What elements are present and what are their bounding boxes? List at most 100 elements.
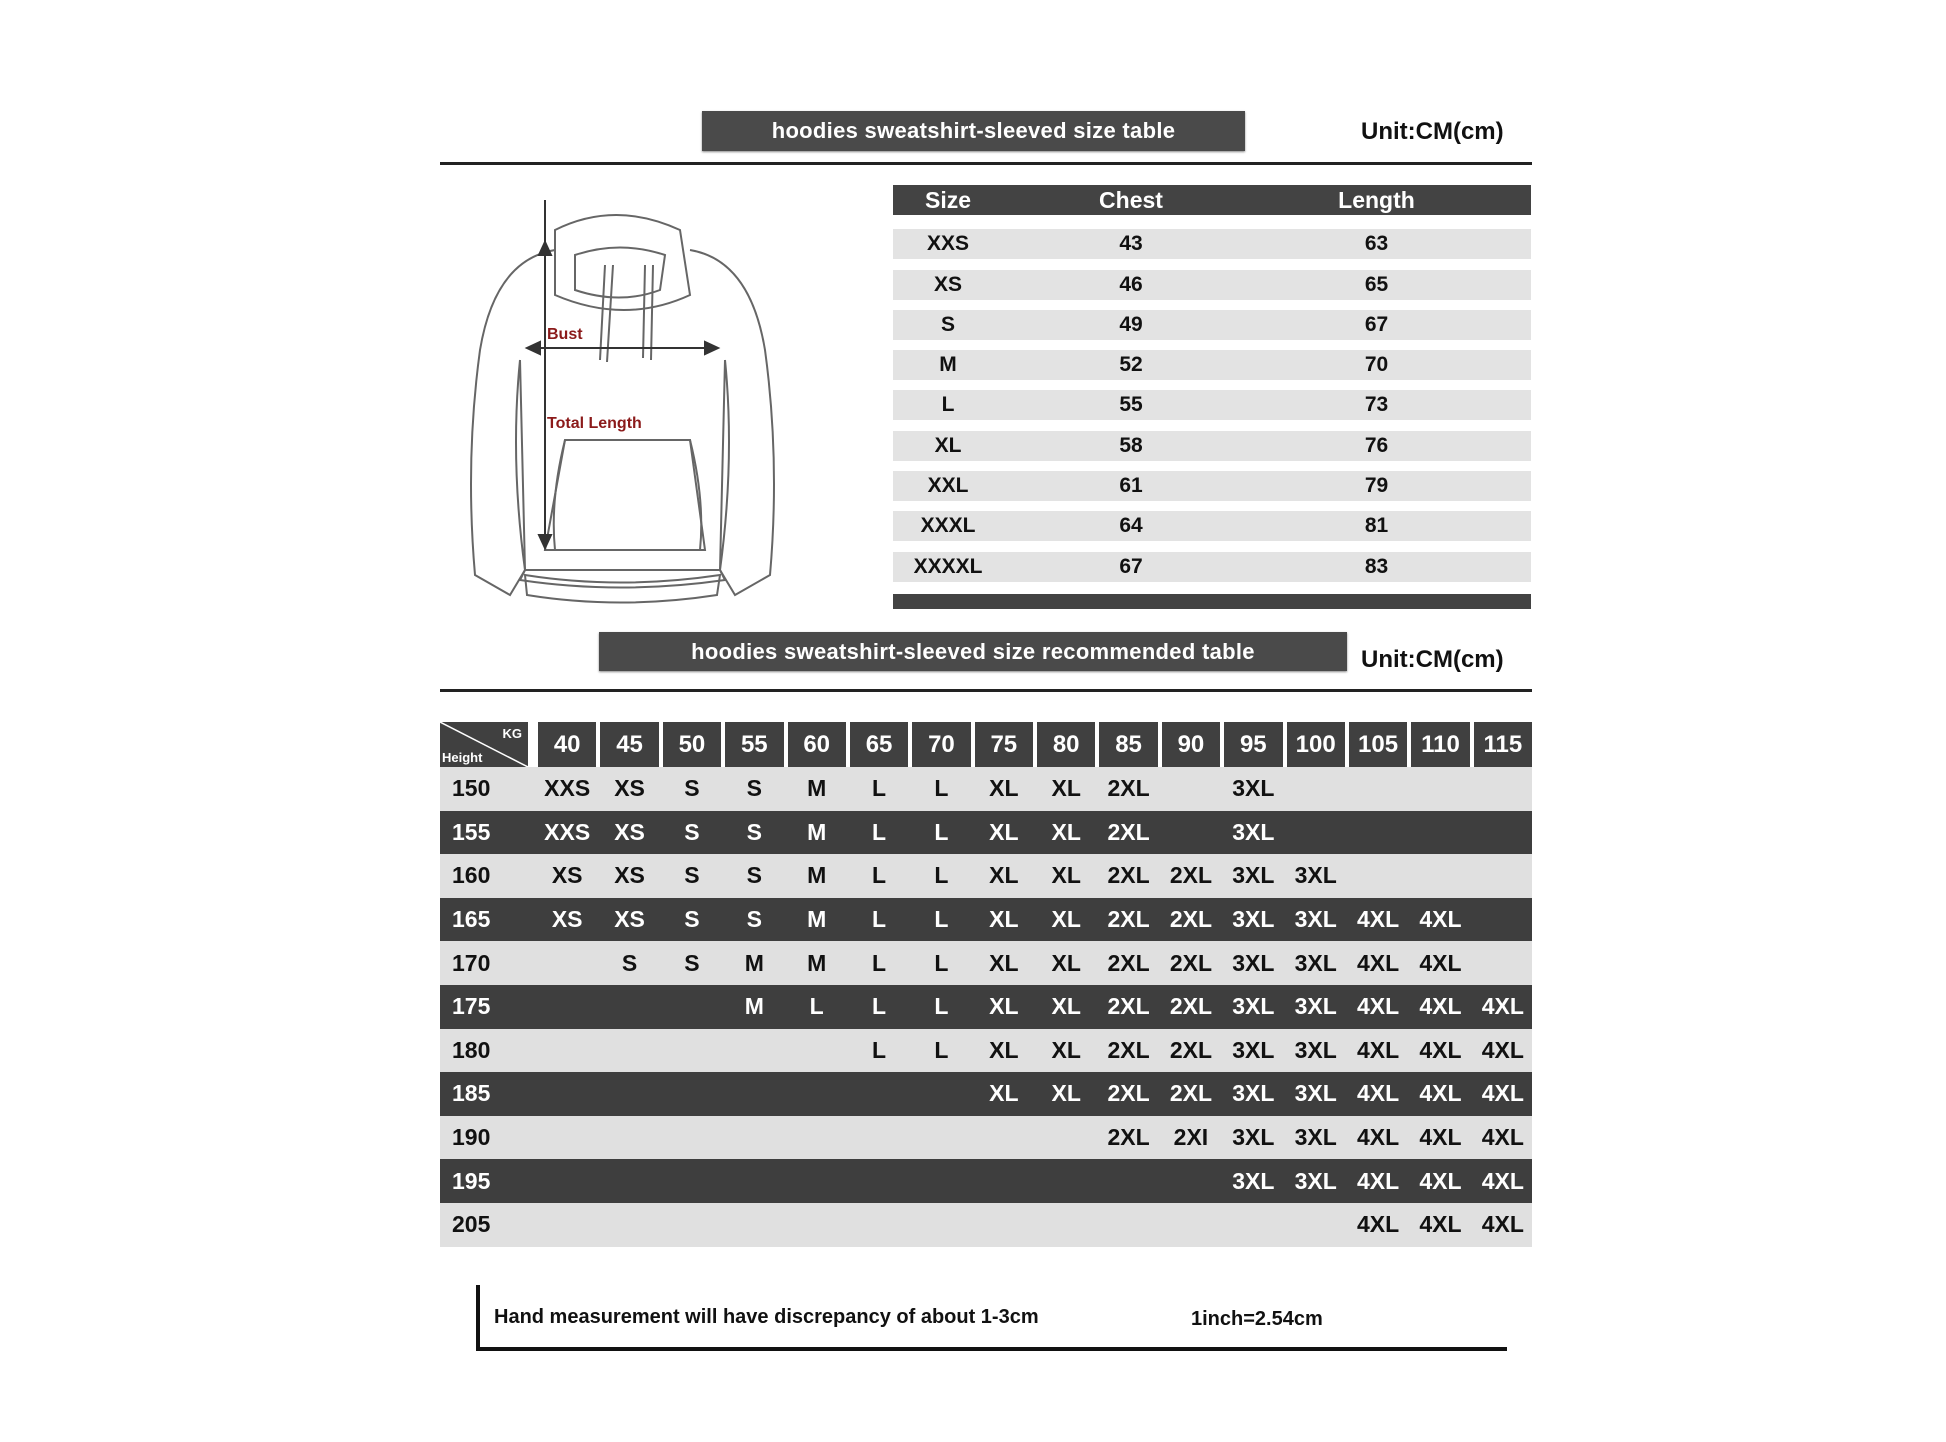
size-cell: L <box>934 906 949 933</box>
recommended-row: 190 2XL 2XI 3XL 3XL 4XL 4XL 4XL <box>440 1115 1532 1160</box>
size-cell: XS <box>551 906 583 933</box>
size-cell: S <box>684 775 700 802</box>
weight-header: 65 <box>849 722 909 767</box>
cell-chest: 55 <box>1119 393 1143 417</box>
weight-header: 80 <box>1037 722 1096 767</box>
recommended-row: 170 S S M M L L XL XL 2XL 2XL 3XL 3XL 4XL 4XL <box>440 941 1532 985</box>
size-cell: M <box>807 906 827 933</box>
height-label: 170 <box>452 949 491 976</box>
size-cell: 2XL <box>1169 993 1213 1020</box>
recommended-table-header: KG Height 40 45 50 55 60 65 70 75 80 85 90 95 100 105… <box>440 722 1532 767</box>
size-cell: 3XL <box>1232 818 1275 845</box>
size-cell: M <box>744 993 764 1020</box>
size-cell: 2XL <box>1107 775 1150 802</box>
cell-length: 83 <box>1364 554 1389 578</box>
weight-header: 50 <box>662 722 722 767</box>
cell-chest: 49 <box>1119 312 1143 336</box>
size-cell: 2XL <box>1107 1036 1150 1063</box>
size-cell: L <box>872 1036 887 1063</box>
measurement-note: Hand measurement will have discrepancy o… <box>494 1306 1039 1328</box>
cell-size: XXL <box>927 474 969 498</box>
size-cell: S <box>746 818 762 845</box>
cell-chest: 64 <box>1119 514 1143 538</box>
size-cell: 4XL <box>1481 993 1524 1020</box>
size-cell: 4XL <box>1419 906 1462 933</box>
size-cell: XS <box>614 906 645 933</box>
height-label: 160 <box>452 862 491 889</box>
size-table-row: S 49 67 <box>893 309 1531 340</box>
size-cell: L <box>872 862 887 889</box>
weight-header: 95 <box>1224 722 1283 767</box>
size-cell: 2XL <box>1107 862 1150 889</box>
hoodie-diagram: Bust Total Length <box>455 200 790 605</box>
recommended-row: 195 3XL 3XL 4XL 4XL 4XL <box>440 1159 1532 1203</box>
size-cell: M <box>744 949 764 976</box>
size-cell: 4XL <box>1419 949 1462 976</box>
size-table-row: XL 58 76 <box>893 430 1531 461</box>
cell-size: XS <box>933 272 962 296</box>
size-cell: 4XL <box>1419 1124 1462 1151</box>
weight-header: 100 <box>1286 722 1345 767</box>
height-label: 180 <box>452 1036 491 1063</box>
recommended-row: 175 M L L L XL XL 2XL 2XL 3XL 3XL 4XL 4XL 4XL <box>440 984 1532 1029</box>
size-cell: 2XL <box>1169 1080 1213 1107</box>
size-cell: 2XI <box>1173 1124 1209 1151</box>
size-cell: 2XL <box>1107 906 1150 933</box>
size-cell: S <box>684 906 700 933</box>
recommended-row: 185 XL XL 2XL 2XL 3XL 3XL 4XL 4XL 4XL <box>440 1072 1532 1116</box>
size-cell: L <box>934 818 949 845</box>
cell-size: L <box>941 393 955 417</box>
size-cell: 3XL <box>1232 775 1275 802</box>
size-table-header: Size Chest Length <box>893 185 1531 215</box>
size-table-row: XXL 61 79 <box>893 471 1531 502</box>
cell-size: M <box>939 353 957 377</box>
size-cell: 4XL <box>1356 1167 1400 1194</box>
weight-header: 75 <box>974 722 1033 767</box>
cell-size: XXXL <box>920 514 976 538</box>
size-cell: 4XL <box>1356 1211 1400 1238</box>
cell-chest: 67 <box>1119 554 1143 578</box>
height-label: 175 <box>452 993 491 1020</box>
size-cell: 3XL <box>1294 862 1337 889</box>
size-cell: 4XL <box>1481 1080 1524 1107</box>
size-cell: 4XL <box>1356 949 1400 976</box>
recommended-row: 160 XS XS S S M L L XL XL 2XL 2XL 3XL 3XL <box>440 854 1532 898</box>
size-cell: XS <box>614 862 645 889</box>
cell-length: 81 <box>1364 514 1389 538</box>
header-size: Size <box>924 186 972 213</box>
size-cell: 3XL <box>1232 949 1275 976</box>
weight-header: 55 <box>725 722 784 767</box>
size-cell: 3XL <box>1232 906 1275 933</box>
size-cell: 3XL <box>1294 993 1337 1020</box>
size-cell: 4XL <box>1356 1124 1400 1151</box>
total-length-label: Total Length <box>547 415 642 432</box>
size-cell: 2XL <box>1169 906 1213 933</box>
size-cell: XL <box>989 993 1019 1020</box>
weight-header: 115 <box>1473 722 1532 767</box>
size-cell: L <box>872 818 887 845</box>
corner-cell: KG Height <box>440 722 528 767</box>
size-cell: 3XL <box>1232 862 1275 889</box>
size-cell: 3XL <box>1232 1036 1275 1063</box>
recommended-row: 180 L L XL XL 2XL 2XL 3XL 3XL 4XL 4XL 4XL <box>440 1028 1532 1073</box>
size-cell: M <box>807 775 827 802</box>
size-table-title: hoodies sweatshirt-sleeved size table <box>702 111 1245 151</box>
header-length: Length <box>1338 186 1415 213</box>
footer-bottom-rule <box>476 1347 1507 1351</box>
weight-header: 45 <box>600 722 659 767</box>
cell-chest: 58 <box>1119 433 1143 457</box>
height-label: 165 <box>452 906 491 933</box>
size-cell: S <box>746 906 762 933</box>
size-cell: 4XL <box>1356 993 1400 1020</box>
bust-label: Bust <box>547 326 583 343</box>
cell-length: 73 <box>1364 393 1389 417</box>
size-cell: 4XL <box>1419 1036 1462 1063</box>
size-table-row: XXXL 64 81 <box>893 511 1531 542</box>
size-table-footer-bar <box>893 593 1531 609</box>
size-table: Size Chest Length XXS 43 63 XS 46 65 S 49 67 M 52 7… <box>893 185 1531 609</box>
cell-size: XXS <box>926 232 970 256</box>
size-cell: XS <box>614 818 645 845</box>
cell-length: 76 <box>1364 433 1389 457</box>
divider <box>440 689 1532 692</box>
size-cell: 4XL <box>1356 906 1400 933</box>
